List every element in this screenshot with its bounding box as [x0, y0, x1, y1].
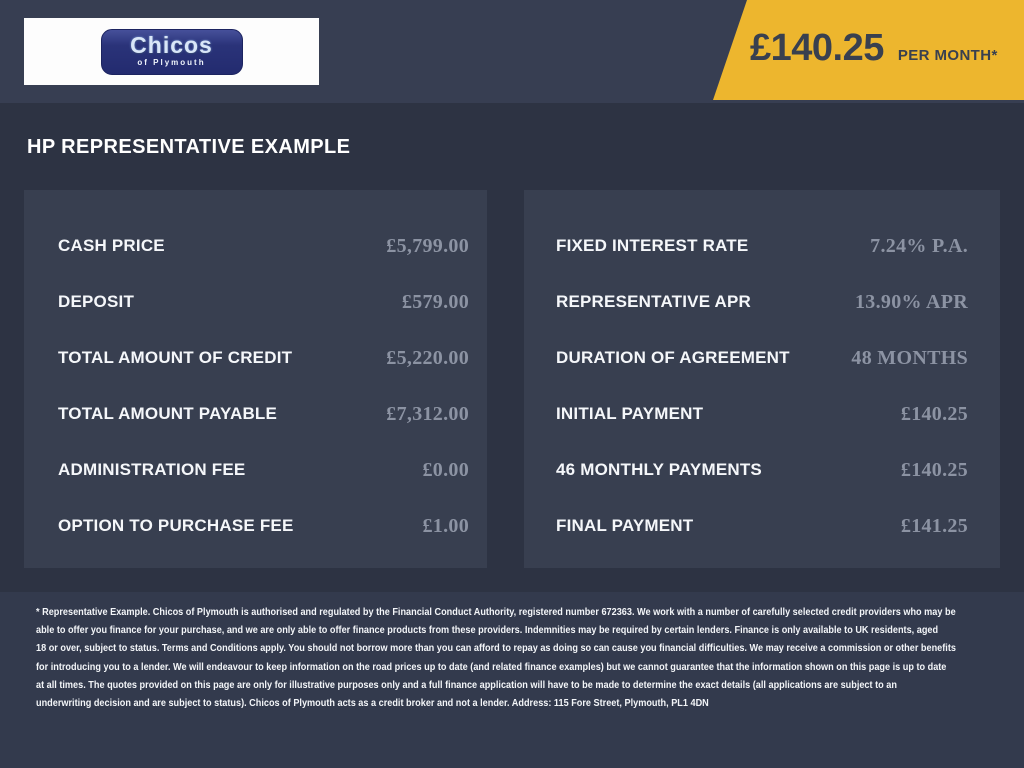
finance-row-label: DEPOSIT [58, 292, 135, 311]
finance-row-label: FIXED INTEREST RATE [556, 236, 749, 255]
dealer-logo-tagline: of Plymouth [137, 58, 206, 67]
finance-row-label: OPTION TO PURCHASE FEE [58, 516, 294, 535]
monthly-price-amount: £140.25 [750, 27, 884, 69]
finance-row-value: £7,312.00 [386, 402, 469, 425]
table-row: REPRESENTATIVE APR 13.90% APR [556, 274, 968, 330]
finance-row-value: 7.24% P.A. [870, 234, 968, 257]
finance-row-value: 48 MONTHS [851, 346, 968, 369]
disclaimer-section: * Representative Example. Chicos of Plym… [0, 592, 1024, 768]
table-row: FIXED INTEREST RATE 7.24% P.A. [556, 218, 968, 274]
table-row: DEPOSIT £579.00 [58, 274, 469, 330]
table-row: DURATION OF AGREEMENT 48 MONTHS [556, 330, 968, 386]
finance-row-value: £5,220.00 [386, 346, 469, 369]
finance-panel-left: CASH PRICE £5,799.00 DEPOSIT £579.00 TOT… [24, 190, 487, 568]
finance-row-label: INITIAL PAYMENT [556, 404, 704, 423]
table-row: INITIAL PAYMENT £140.25 [556, 386, 968, 442]
table-row: ADMINISTRATION FEE £0.00 [58, 442, 469, 498]
finance-row-label: TOTAL AMOUNT OF CREDIT [58, 348, 293, 367]
finance-row-value: £0.00 [422, 458, 469, 481]
finance-row-value: £579.00 [401, 290, 469, 313]
finance-row-value: £5,799.00 [386, 234, 469, 257]
finance-row-label: ADMINISTRATION FEE [58, 460, 246, 479]
finance-row-label: TOTAL AMOUNT PAYABLE [58, 404, 278, 423]
finance-panels: CASH PRICE £5,799.00 DEPOSIT £579.00 TOT… [24, 190, 1000, 568]
finance-row-value: £140.25 [900, 458, 968, 481]
dealer-logo-plate: Chicos of Plymouth [100, 28, 243, 75]
table-row: TOTAL AMOUNT PAYABLE £7,312.00 [58, 386, 469, 442]
finance-panel-right: FIXED INTEREST RATE 7.24% P.A. REPRESENT… [524, 190, 1000, 568]
page-title: HP REPRESENTATIVE EXAMPLE [27, 136, 351, 158]
finance-row-label: FINAL PAYMENT [556, 516, 694, 535]
table-row: 46 MONTHLY PAYMENTS £140.25 [556, 442, 968, 498]
finance-row-label: REPRESENTATIVE APR [556, 292, 752, 311]
header-bar: Chicos of Plymouth £140.25 PER MONTH* [0, 0, 1024, 103]
disclaimer-text: 18 or over, subject to status. Terms and… [36, 642, 956, 655]
finance-row-value: £140.25 [900, 402, 968, 425]
finance-row-value: £1.00 [422, 514, 469, 537]
finance-row-label: DURATION OF AGREEMENT [556, 348, 790, 367]
table-row: CASH PRICE £5,799.00 [58, 218, 469, 274]
disclaimer-text: * Representative Example. Chicos of Plym… [36, 606, 956, 618]
table-row: OPTION TO PURCHASE FEE £1.00 [58, 498, 469, 554]
monthly-price-badge: £140.25 PER MONTH* [713, 0, 1024, 100]
main-content: HP REPRESENTATIVE EXAMPLE CASH PRICE £5,… [0, 103, 1024, 568]
table-row: FINAL PAYMENT £141.25 [556, 498, 968, 554]
finance-row-label: 46 MONTHLY PAYMENTS [556, 460, 762, 479]
finance-row-label: CASH PRICE [58, 236, 165, 255]
disclaimer-text: underwriting decision and are subject to… [36, 697, 709, 710]
disclaimer-text: for introducing you to a lender. We will… [36, 660, 947, 673]
monthly-price-suffix: PER MONTH* [897, 47, 998, 64]
finance-row-value: £141.25 [900, 514, 968, 537]
dealer-logo[interactable]: Chicos of Plymouth [24, 18, 319, 85]
finance-row-value: 13.90% APR [855, 290, 968, 313]
table-row: TOTAL AMOUNT OF CREDIT £5,220.00 [58, 330, 469, 386]
disclaimer-text: at all times. The quotes provided on thi… [36, 678, 897, 691]
disclaimer-text: able to offer you finance for your purch… [36, 624, 939, 637]
dealer-logo-name: Chicos [130, 32, 213, 58]
